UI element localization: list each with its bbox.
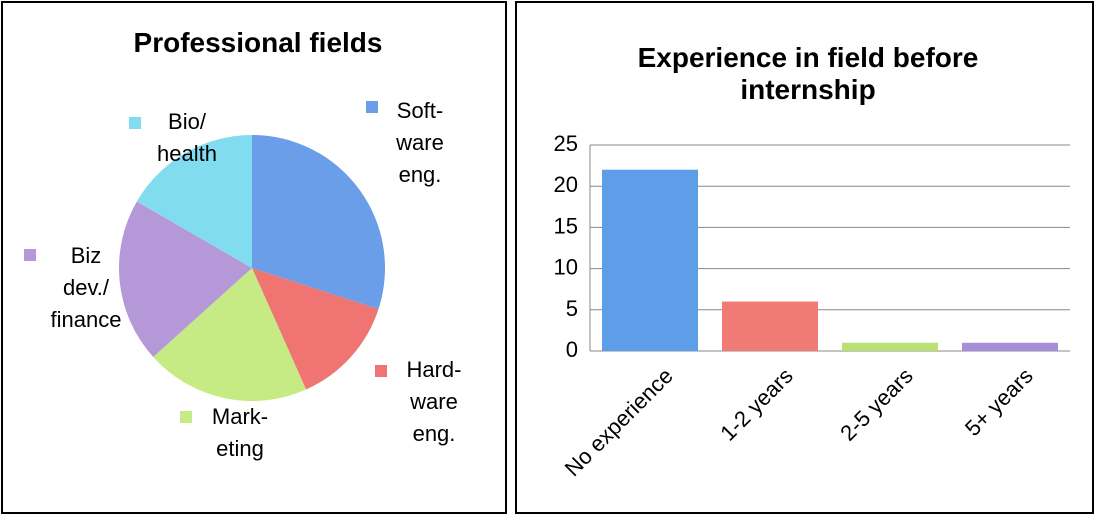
y-tick-label: 20 [554, 172, 578, 197]
pie-slice [153, 268, 307, 402]
legend-label: Mark-eting [212, 404, 268, 461]
pie-slice [252, 268, 379, 390]
pie-title: Professional fields [134, 27, 383, 58]
pie-slice [119, 201, 252, 357]
bar-title: Experience in field before internship [638, 42, 979, 105]
pie-slice [136, 135, 252, 268]
legend-label: Hard-ware eng. [406, 357, 461, 446]
y-tick-label: 5 [566, 296, 578, 321]
legend-label: Bio/health [157, 109, 217, 166]
legend-label: Soft-ware eng. [395, 98, 444, 187]
bar [722, 301, 818, 351]
legend-marker [24, 249, 36, 261]
legend-marker [180, 411, 192, 423]
legend-label: Biz dev./finance [51, 243, 122, 332]
y-tick-label: 25 [554, 131, 578, 156]
legend-marker [375, 365, 387, 377]
bar [962, 342, 1058, 351]
y-tick-label: 0 [566, 337, 578, 362]
y-tick-label: 10 [554, 254, 578, 279]
legend-marker [366, 101, 378, 113]
bar [842, 342, 938, 351]
bar [602, 169, 698, 351]
legend-marker [129, 117, 141, 129]
y-tick-label: 15 [554, 213, 578, 238]
pie-slice [252, 135, 385, 310]
